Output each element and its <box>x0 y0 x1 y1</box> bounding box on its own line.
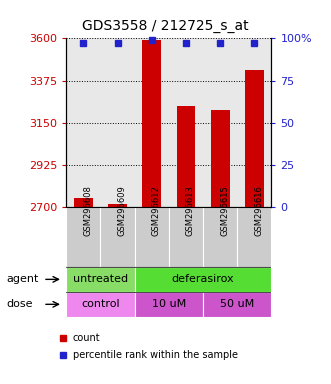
Bar <box>100 207 135 267</box>
Text: percentile rank within the sample: percentile rank within the sample <box>73 350 238 360</box>
Bar <box>211 110 229 207</box>
Bar <box>66 267 135 292</box>
Text: dose: dose <box>7 299 33 310</box>
Text: GSM296609: GSM296609 <box>118 185 126 236</box>
Bar <box>142 40 161 207</box>
Text: count: count <box>73 333 100 343</box>
Bar <box>203 207 237 267</box>
Bar <box>176 106 195 207</box>
Text: GSM296616: GSM296616 <box>254 185 263 236</box>
Bar <box>66 292 135 317</box>
Text: GSM296612: GSM296612 <box>152 185 161 236</box>
Text: GSM296613: GSM296613 <box>186 185 195 236</box>
Text: GDS3558 / 212725_s_at: GDS3558 / 212725_s_at <box>82 19 249 33</box>
Bar <box>203 292 271 317</box>
Bar <box>74 199 93 207</box>
Text: 10 uM: 10 uM <box>152 299 186 310</box>
Text: deferasirox: deferasirox <box>172 274 234 285</box>
Text: 50 uM: 50 uM <box>220 299 254 310</box>
Bar <box>66 207 100 267</box>
Bar <box>135 292 203 317</box>
Text: GSM296608: GSM296608 <box>83 185 92 236</box>
Text: agent: agent <box>7 274 39 285</box>
Text: control: control <box>81 299 120 310</box>
Bar <box>245 70 264 207</box>
Text: untreated: untreated <box>73 274 128 285</box>
Bar <box>237 207 271 267</box>
Bar <box>169 207 203 267</box>
Bar <box>135 207 169 267</box>
Bar <box>108 204 127 207</box>
Text: GSM296615: GSM296615 <box>220 185 229 236</box>
Bar <box>135 267 271 292</box>
